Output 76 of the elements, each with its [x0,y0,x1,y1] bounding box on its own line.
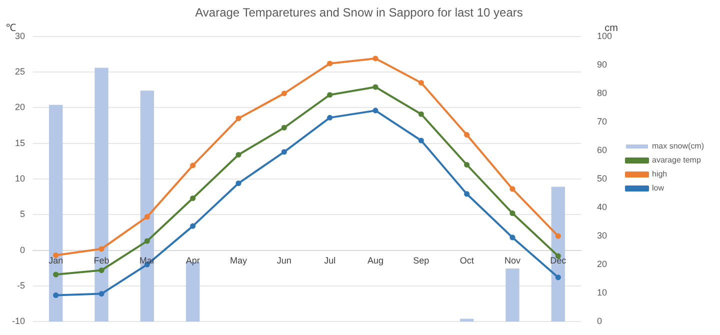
y2-tick-label: 0 [596,316,602,326]
x-tick-label: Jun [276,255,292,266]
y2-tick-label: 30 [596,230,607,241]
legend-label: high [652,170,668,179]
y2-tick-label: 90 [596,59,607,70]
y-tick-label: 20 [14,102,26,112]
point [236,180,242,186]
x-tick-label: Sep [413,255,430,266]
bar [460,318,474,322]
point [464,162,470,168]
x-tick-label: Nov [504,255,521,266]
y-tick-label: 30 [14,30,26,41]
point [98,267,104,274]
point [190,162,196,168]
point [372,84,378,90]
y-axis-title: ℃ [6,23,16,34]
y-tick-label: 0 [20,244,26,255]
point [144,214,150,220]
x-tick-label: Aug [367,255,384,266]
y2-tick-label: 40 [596,202,607,212]
y-tick-label: 5 [20,209,26,220]
x-tick-label: May [230,255,248,266]
point [372,108,378,114]
point [372,56,378,62]
point [281,124,287,130]
point [281,149,287,155]
y2-tick-label: 50 [596,173,607,184]
y2-tick-label: 100 [596,30,612,41]
x-tick-label: Apr [186,255,200,266]
point [53,272,59,278]
y-tick-label: 15 [14,138,26,148]
point [236,152,242,158]
point [236,116,242,122]
bar [506,268,520,322]
legend-label: low [652,184,664,193]
point [327,60,333,66]
x-tick-label: Feb [94,255,110,266]
legend-label: avarage temp [652,156,702,165]
point [464,132,470,138]
bar [94,68,108,322]
point [418,80,424,86]
point [98,290,104,297]
point [190,195,196,202]
point [53,292,59,298]
bar [48,104,63,322]
y2-tick-label: 70 [596,116,607,126]
point [327,92,333,98]
bar [140,90,154,322]
point [144,238,150,244]
point [98,246,104,252]
x-tick-label: Jan [48,255,64,266]
point [418,138,424,144]
point [190,223,196,229]
bar [551,186,565,322]
point [510,234,516,240]
point [510,186,516,192]
point [327,114,333,120]
y-tick-label: 10 [14,173,26,184]
x-tick-label: Oct [460,255,474,266]
chart-title: Avarage Temparetures and Snow in Sapporo for last 10 years [195,6,523,20]
x-tick-label: Jul [324,255,336,266]
y2-tick-label: 60 [596,144,607,155]
y-tick-label: -5 [16,280,26,290]
point [555,233,561,239]
point [281,90,287,96]
y2-tick-label: 10 [596,288,607,298]
point [464,191,470,197]
y-tick-label: 25 [14,66,26,77]
y2-tick-label: 80 [596,88,607,98]
point [418,111,424,117]
point [555,274,561,280]
y-tick-label: -10 [12,316,26,326]
point [510,210,516,216]
y2-tick-label: 20 [596,259,607,270]
legend-label: max snow(cm) [652,142,704,151]
x-tick-label: Dec [550,255,567,266]
